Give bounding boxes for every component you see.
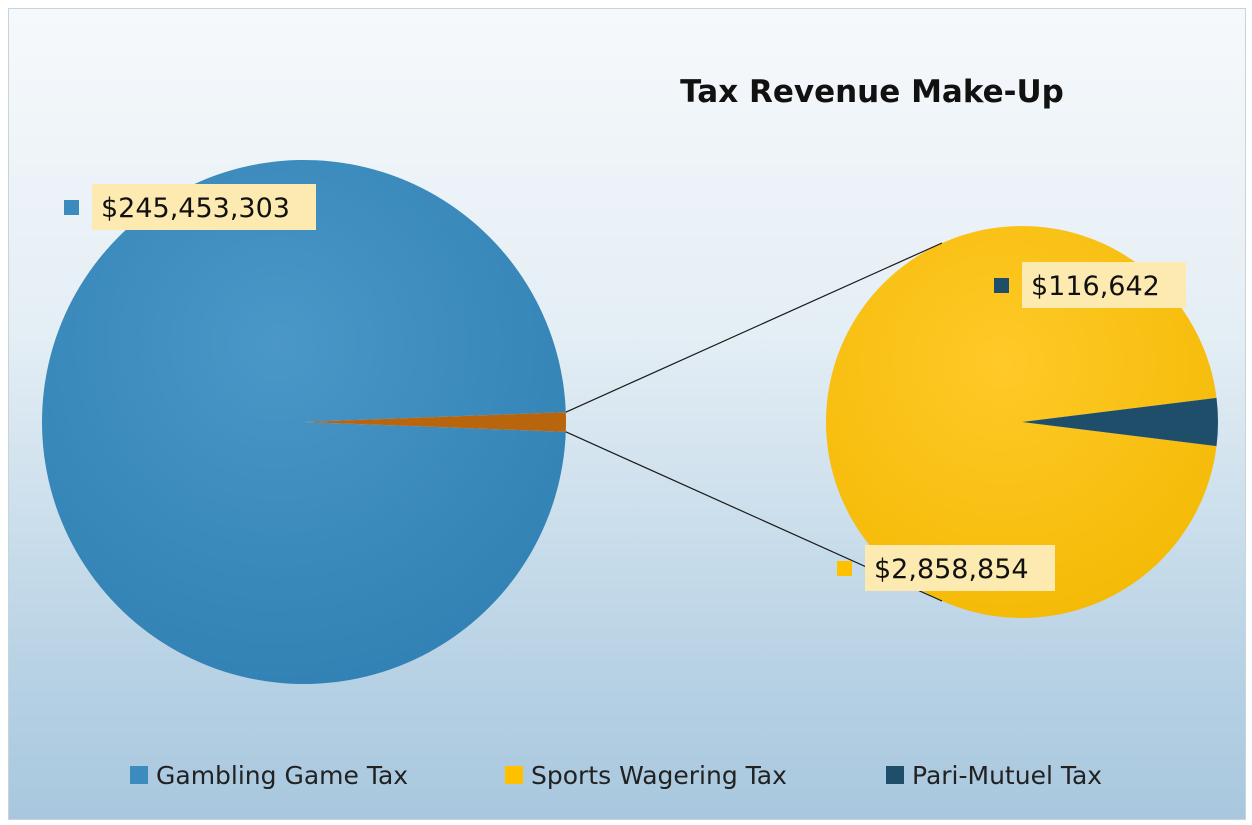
legend-swatch-pari-mutuel-tax xyxy=(886,766,904,784)
data-label-pari-mutuel-tax-box xyxy=(1022,262,1186,308)
connector-line-top xyxy=(565,242,943,413)
data-label-gambling-game-tax-marker xyxy=(64,200,79,215)
data-label-gambling-game-tax-box xyxy=(92,184,316,230)
slice-sports-wagering-tax xyxy=(826,225,1217,618)
legend-label-pari-mutuel-tax: Pari-Mutuel Tax xyxy=(912,761,1102,790)
data-label-pari-mutuel-tax-marker xyxy=(994,278,1009,293)
slice-pari-mutuel-tax xyxy=(1022,397,1219,447)
legend-label-sports-wagering-tax: Sports Wagering Tax xyxy=(531,761,787,790)
data-label-sports-wagering-tax: $2,858,854 xyxy=(874,554,1029,585)
data-label-gambling-game-tax: $245,453,303 xyxy=(101,193,290,224)
data-label-sports-wagering-tax-marker xyxy=(837,561,852,576)
slice-combined-other xyxy=(304,412,566,432)
data-label-sports-wagering-tax-box xyxy=(865,545,1055,591)
chart-marks: $245,453,303 $116,642 $2,858,854 Gambling G… xyxy=(41,160,1219,790)
chart-title: Tax Revenue Make-Up xyxy=(680,74,1064,110)
data-label-pari-mutuel-tax: $116,642 xyxy=(1031,271,1160,302)
legend-swatch-sports-wagering-tax xyxy=(505,766,523,784)
legend-label-gambling-game-tax: Gambling Game Tax xyxy=(156,761,408,790)
legend-swatch-gambling-game-tax xyxy=(130,766,148,784)
slice-gambling-game-tax xyxy=(41,160,566,685)
